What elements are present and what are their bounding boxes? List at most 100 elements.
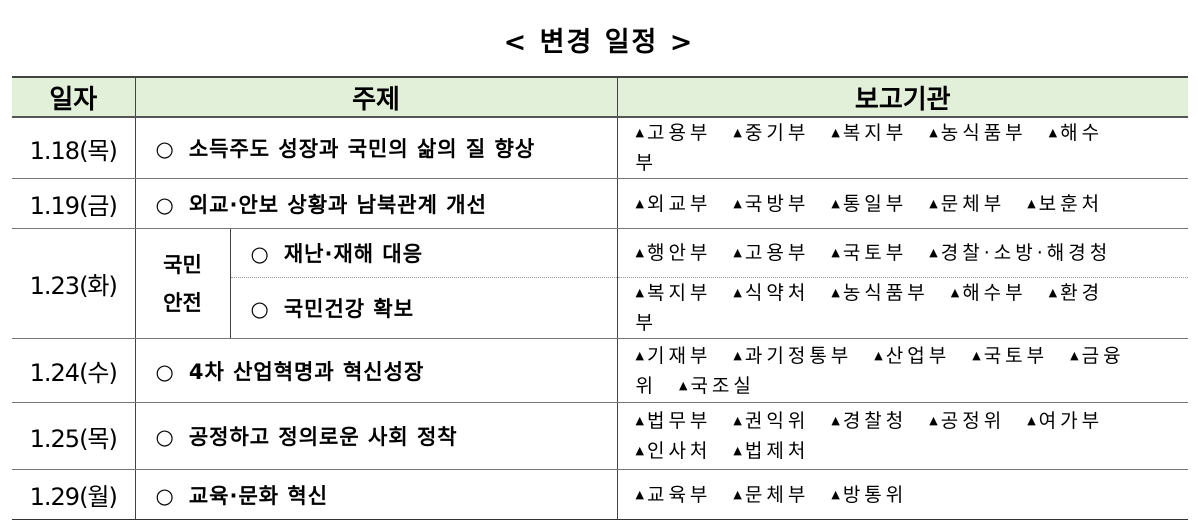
- agency-item: ▲ 외교부: [636, 193, 712, 215]
- triangle-bullet-icon: ▲: [831, 196, 840, 210]
- agency-name: 문체부: [940, 192, 1006, 215]
- agency-name: 식약처: [744, 282, 810, 304]
- agency-item: ▲ 산업부: [874, 345, 950, 367]
- topic-cell: ○ 소득주도 성장과 국민의 삶의 질 향상: [134, 117, 617, 179]
- agency-item: ▲ 방통위: [831, 484, 907, 506]
- agency-item: ▲ 금융위: [636, 345, 1125, 397]
- table-row: 1.29(월) ○ 교육·문화 혁신 ▲ 교육부 ▲ 문체부 ▲ 방통위: [12, 469, 1188, 520]
- agency-item: ▲ 기재부: [636, 345, 712, 367]
- topic-text: 공정하고 정의로운 사회 정착: [188, 425, 458, 449]
- triangle-bullet-icon: ▲: [1027, 196, 1036, 210]
- table-row: 1.19(금) ○ 외교·안보 상황과 남북관계 개선 ▲ 외교부 ▲ 국방부 ▲ 통일부 ▲ 문체…: [12, 178, 1188, 229]
- circle-bullet: ○: [155, 483, 175, 508]
- agency-name: 통일부: [842, 192, 908, 215]
- topic-cell: ○ 외교·안보 상황과 남북관계 개선: [134, 178, 617, 229]
- agencies-cell: ▲ 기재부 ▲ 과기정통부 ▲ 산업부 ▲ 국토부 ▲ 금융위 ▲ 국조실: [616, 338, 1188, 403]
- triangle-bullet-icon: ▲: [733, 348, 742, 362]
- agency-item: ▲ 중기부: [733, 122, 809, 144]
- agency-name: 해수부: [962, 282, 1027, 304]
- triangle-bullet-icon: ▲: [635, 286, 644, 299]
- triangle-bullet-icon: ▲: [733, 246, 742, 259]
- triangle-bullet-icon: ▲: [950, 286, 960, 299]
- triangle-bullet-icon: ▲: [1048, 286, 1058, 299]
- agency-name: 인사처: [646, 440, 712, 462]
- agency-item: ▲ 환경부: [636, 282, 1104, 334]
- table-row: 1.18(목) ○ 소득주도 성장과 국민의 삶의 질 향상 ▲ 고용부 ▲ 중기부 ▲ 복지부…: [12, 117, 1188, 179]
- triangle-bullet-icon: ▲: [733, 196, 742, 210]
- agency-name: 경찰청: [842, 410, 908, 432]
- page-title: < 변경 일정 >: [503, 27, 695, 58]
- agency-name: 국토부: [842, 242, 908, 264]
- triangle-bullet-icon: ▲: [635, 348, 644, 362]
- header-row: 일자 주제 보고기관: [12, 76, 1188, 118]
- triangle-bullet-icon: ▲: [831, 487, 840, 501]
- topic-text: 소득주도 성장과 국민의 삶의 질 향상: [188, 137, 536, 161]
- agencies-cell: ▲ 복지부 ▲ 식약처 ▲ 농식품부 ▲ 해수부 ▲ 환경부: [616, 277, 1188, 339]
- agency-name: 복지부: [842, 122, 908, 144]
- agency-name: 법제처: [744, 440, 810, 462]
- agency-item: ▲ 권익위: [733, 410, 809, 432]
- agency-item: ▲ 법무부: [636, 410, 712, 432]
- triangle-bullet-icon: ▲: [733, 487, 742, 501]
- topic-text: 4차 산업혁명과 혁신성장: [188, 359, 425, 384]
- triangle-bullet-icon: ▲: [929, 414, 938, 427]
- agency-item: ▲ 행안부: [636, 242, 712, 264]
- agency-item: ▲ 공정위: [929, 410, 1005, 432]
- header-date: 일자: [12, 76, 135, 118]
- agencies-cell: ▲ 법무부 ▲ 권익위 ▲ 경찰청 ▲ 공정위 ▲ 여가부▲ 인사처 ▲ 법제처: [616, 402, 1188, 470]
- agency-name: 국방부: [744, 192, 810, 215]
- header-agencies: 보고기관: [616, 76, 1188, 118]
- date-cell: 1.25(목): [12, 402, 135, 470]
- topic-text: 국민건강 확보: [283, 297, 415, 321]
- date-cell: 1.24(수): [12, 338, 135, 403]
- table-subrow: ○ 국민건강 확보 ▲ 복지부 ▲ 식약처 ▲ 농식품부 ▲ 해수부 ▲ 환경부: [12, 277, 1188, 339]
- agency-name: 여가부: [1038, 410, 1104, 432]
- date-cell: 1.18(목): [12, 117, 135, 179]
- header-topic: 주제: [134, 76, 617, 118]
- agencies-cell: ▲ 교육부 ▲ 문체부 ▲ 방통위: [616, 469, 1188, 520]
- triangle-bullet-icon: ▲: [733, 286, 742, 299]
- agency-name: 교육부: [646, 483, 712, 506]
- agency-item: ▲ 교육부: [636, 484, 712, 506]
- topic-text: 교육·문화 혁신: [188, 483, 329, 508]
- agency-name: 과기정통부: [744, 344, 853, 367]
- triangle-bullet-icon: ▲: [733, 414, 742, 427]
- agency-item: ▲ 문체부: [929, 193, 1005, 215]
- agency-item: ▲ 통일부: [831, 193, 907, 215]
- date-cell: 1.19(금): [12, 178, 135, 229]
- triangle-bullet-icon: ▲: [972, 348, 981, 362]
- triangle-bullet-icon: ▲: [1070, 348, 1079, 362]
- agency-item: ▲ 식약처: [733, 282, 809, 304]
- agency-item: ▲ 경찰청: [831, 410, 907, 432]
- agencies-cell: ▲ 행안부 ▲ 고용부 ▲ 국토부 ▲ 경찰·소방·해경청: [616, 228, 1188, 278]
- circle-bullet: ○: [155, 192, 175, 217]
- category-cell: 국민 안전: [134, 228, 230, 339]
- agency-item: ▲ 해수부: [636, 122, 1104, 174]
- table-row: 1.25(목) ○ 공정하고 정의로운 사회 정착 ▲ 법무부 ▲ 권익위 ▲ 경찰청 ▲ 공정위 ▲…: [12, 402, 1188, 470]
- circle-bullet: ○: [155, 137, 175, 161]
- triangle-bullet-icon: ▲: [929, 246, 938, 259]
- agency-name: 해수부: [635, 122, 1104, 174]
- agency-item: ▲ 문체부: [733, 484, 809, 506]
- circle-bullet: ○: [250, 242, 270, 266]
- triangle-bullet-icon: ▲: [831, 286, 840, 299]
- agency-name: 법무부: [646, 410, 712, 432]
- agency-name: 기재부: [646, 344, 712, 367]
- triangle-bullet-icon: ▲: [831, 126, 840, 139]
- triangle-bullet-icon: ▲: [1027, 414, 1036, 427]
- agency-item: ▲ 국방부: [733, 193, 809, 215]
- circle-bullet: ○: [155, 425, 175, 449]
- table-row: 1.23(화) 국민 안전 ○ 재난·재해 대응 ▲ 행안부 ▲ 고용부 ▲ 국토부 ▲ 경찰·소방·…: [12, 228, 1188, 339]
- agency-name: 고용부: [646, 122, 712, 144]
- triangle-bullet-icon: ▲: [929, 126, 938, 139]
- table-row: 1.24(수) ○ 4차 산업혁명과 혁신성장 ▲ 기재부 ▲ 과기정통부 ▲ 산업부 ▲ 국토부 ▲…: [12, 338, 1188, 403]
- agencies-cell: ▲ 고용부 ▲ 중기부 ▲ 복지부 ▲ 농식품부 ▲ 해수부: [616, 117, 1188, 179]
- agency-item: ▲ 복지부: [831, 122, 907, 144]
- topic-cell: ○ 국민건강 확보: [229, 277, 617, 339]
- triangle-bullet-icon: ▲: [1048, 126, 1058, 139]
- agency-item: ▲ 인사처: [636, 440, 712, 462]
- agency-name: 중기부: [744, 122, 810, 144]
- agency-name: 경찰·소방·해경청: [940, 242, 1112, 264]
- agency-name: 금융위: [635, 344, 1125, 397]
- agency-item: ▲ 고용부: [636, 122, 712, 144]
